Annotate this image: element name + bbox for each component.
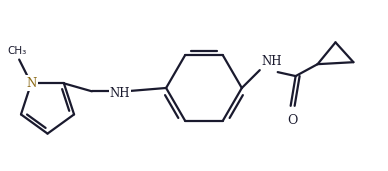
Text: NH: NH — [110, 87, 130, 100]
Text: NH: NH — [262, 55, 282, 68]
Text: CH₃: CH₃ — [7, 46, 27, 56]
Text: O: O — [288, 114, 298, 127]
Text: N: N — [26, 77, 36, 90]
